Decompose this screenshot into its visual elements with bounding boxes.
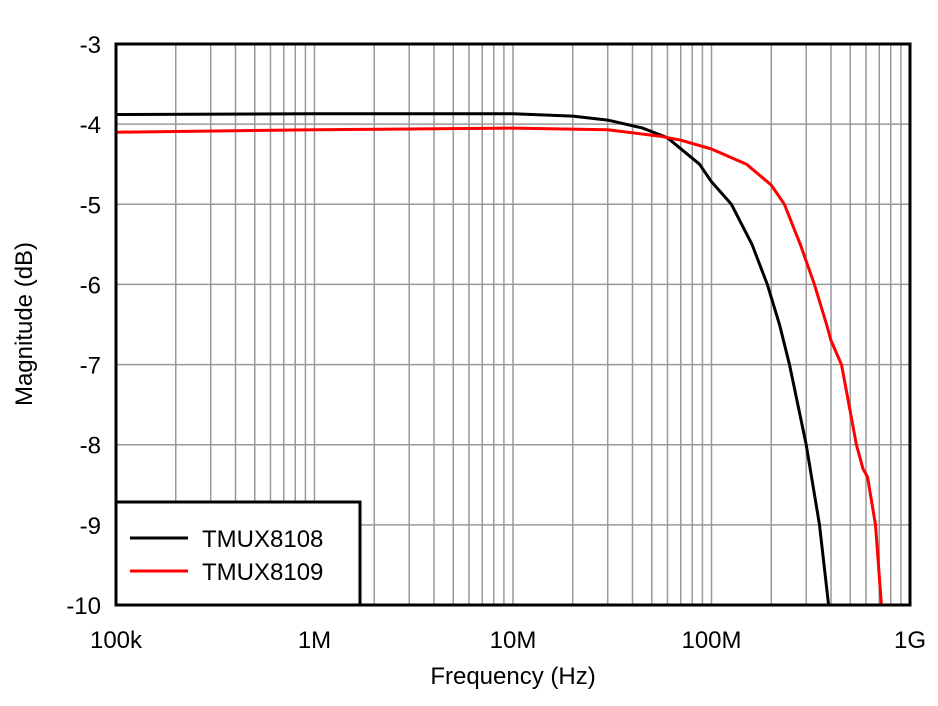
x-axis-label: Frequency (Hz): [430, 663, 595, 690]
y-tick-label: -5: [80, 192, 101, 219]
x-tick-label: 100k: [90, 627, 143, 654]
series-lines: [115, 112, 883, 606]
y-tick-label: -8: [80, 433, 101, 460]
y-tick-label: -10: [66, 593, 101, 620]
legend: TMUX8108 TMUX8109: [114, 500, 362, 607]
x-tick-label: 100M: [681, 627, 741, 654]
x-tick-label: 1G: [894, 627, 926, 654]
series-line-tmux8109: [115, 126, 883, 606]
plot-frame: [114, 42, 912, 607]
series-line-tmux8108: [115, 112, 831, 606]
y-axis-label: Magnitude (dB): [11, 242, 38, 406]
y-tick-label: -7: [80, 353, 101, 380]
y-tick-label: -3: [80, 32, 101, 59]
legend-label-tmux8109: TMUX8109: [202, 559, 323, 586]
legend-label-tmux8108: TMUX8108: [202, 526, 323, 553]
tick-labels: 100k 1M 10M 100M 1G -3 -4 -5 -6 -7 -8 -9 -10: [66, 32, 926, 654]
x-tick-label: 10M: [490, 627, 537, 654]
grid: [116, 43, 910, 606]
y-tick-label: -6: [80, 272, 101, 299]
y-tick-label: -4: [80, 112, 101, 139]
x-tick-label: 1M: [298, 627, 331, 654]
y-tick-label: -9: [80, 513, 101, 540]
legend-box: [114, 500, 362, 607]
